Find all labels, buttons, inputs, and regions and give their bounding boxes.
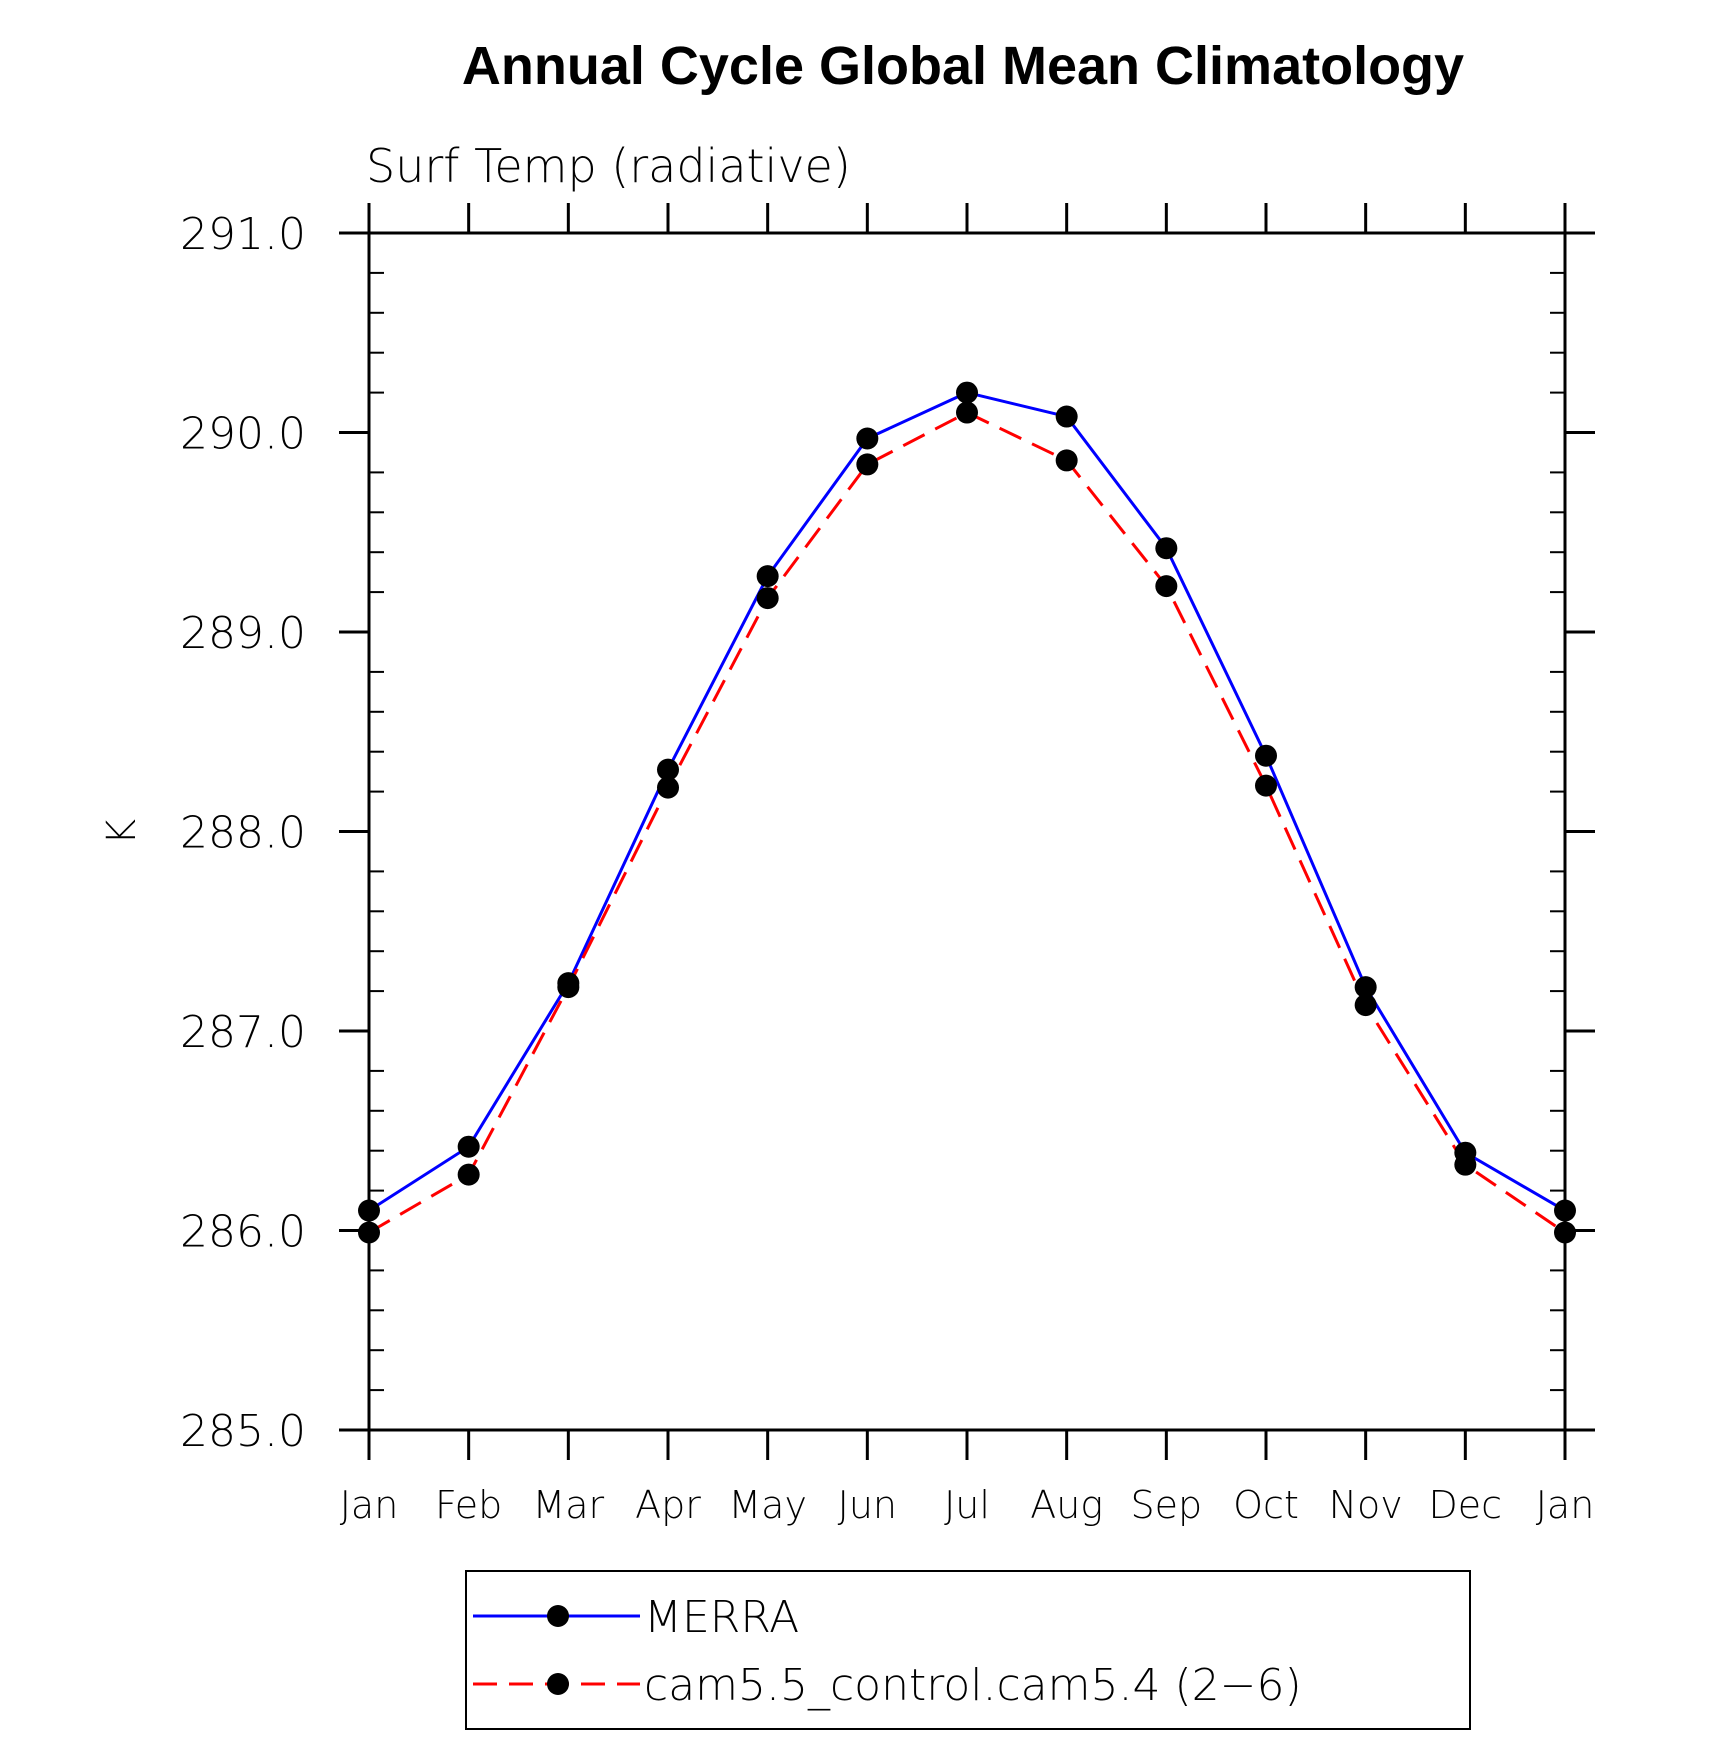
- legend-box: [465, 1570, 1471, 1730]
- x-tick-labels: Jan Feb Mar Apr May Jun Jul Aug Sep Oct Nov Dec Jan: [340, 1483, 1595, 1527]
- data-point-cam: [1354, 994, 1377, 1017]
- y-tick-label: 286.0: [180, 1207, 306, 1258]
- y-tick-label: 288.0: [180, 808, 306, 859]
- series-line-merra: [368, 391, 1566, 1212]
- legend-marker-merra: [547, 1605, 569, 1627]
- data-point-cam: [756, 587, 779, 610]
- series-markers: [358, 381, 1576, 1244]
- data-point-cam: [1255, 774, 1277, 797]
- legend-label-merra: MERRA: [644, 1592, 799, 1643]
- data-point-merra: [1155, 537, 1178, 560]
- x-tick-label: Mar: [532, 1483, 604, 1527]
- x-tick-label: Sep: [1131, 1483, 1203, 1527]
- data-point-cam: [1554, 1221, 1576, 1244]
- x-tick-label: Dec: [1429, 1483, 1503, 1527]
- x-tick-label: Jun: [838, 1483, 897, 1527]
- y-tick-label: 289.0: [180, 608, 306, 659]
- data-point-cam: [1454, 1153, 1477, 1176]
- y-tick-label: 285.0: [180, 1406, 306, 1457]
- x-tick-label: Jul: [944, 1483, 990, 1527]
- legend-label-cam: cam5.5_control.cam5.4 (2−6): [644, 1660, 1302, 1711]
- x-tick-label: Jan: [1536, 1483, 1595, 1527]
- chart-title: Annual Cycle Global Mean Climatology: [462, 36, 1464, 96]
- series-lines: [368, 391, 1566, 1234]
- axis-ticks: [339, 203, 1595, 1460]
- data-point-merra: [756, 565, 779, 588]
- y-axis-label: K: [99, 819, 145, 845]
- y-tick-label: 290.0: [180, 409, 306, 460]
- legend: MERRA cam5.5_control.cam5.4 (2−6): [465, 1570, 1471, 1730]
- data-point-merra: [657, 758, 679, 781]
- chart-subtitle: Surf Temp (radiative): [366, 139, 851, 193]
- y-tick-label: 291.0: [180, 209, 306, 260]
- data-point-cam: [557, 976, 580, 999]
- data-point-cam: [956, 401, 978, 424]
- data-point-cam: [1155, 575, 1178, 598]
- y-tick-label: 287.0: [180, 1007, 306, 1058]
- x-tick-label: May: [728, 1483, 807, 1527]
- data-point-merra: [1055, 405, 1078, 428]
- data-point-cam: [856, 453, 879, 476]
- x-tick-label: Oct: [1233, 1483, 1299, 1527]
- data-point-merra: [457, 1135, 480, 1158]
- x-tick-label: Jan: [340, 1483, 399, 1527]
- data-point-merra: [358, 1199, 380, 1222]
- data-point-cam: [1055, 449, 1078, 472]
- y-tick-labels: 285.0 286.0 287.0 288.0 289.0 290.0 291.0: [180, 209, 306, 1457]
- data-point-cam: [657, 776, 679, 799]
- x-tick-label: Aug: [1030, 1483, 1103, 1527]
- x-tick-label: Feb: [435, 1483, 502, 1527]
- x-tick-label: Apr: [635, 1483, 701, 1527]
- data-point-merra: [1354, 976, 1377, 999]
- data-point-cam: [457, 1163, 480, 1186]
- data-point-merra: [956, 381, 978, 404]
- x-tick-label: Nov: [1329, 1483, 1403, 1527]
- legend-marker-cam: [547, 1673, 569, 1695]
- data-point-merra: [1554, 1199, 1576, 1222]
- data-point-cam: [358, 1221, 380, 1244]
- series-line-cam: [368, 410, 1566, 1234]
- data-point-merra: [856, 427, 879, 450]
- data-point-merra: [1255, 744, 1277, 767]
